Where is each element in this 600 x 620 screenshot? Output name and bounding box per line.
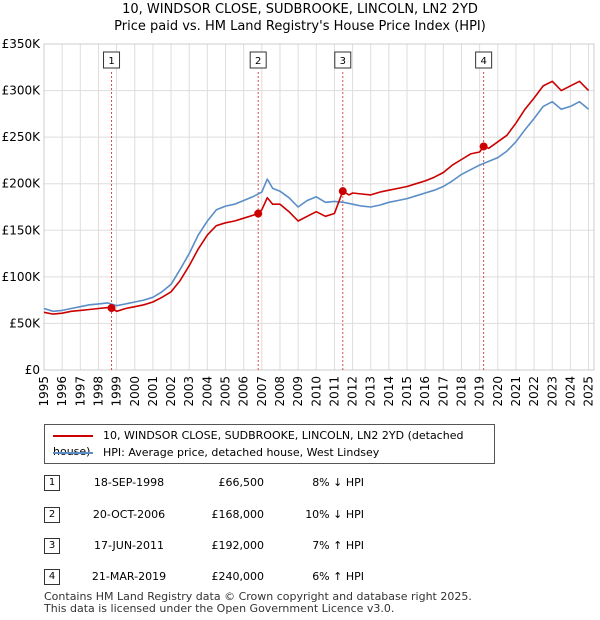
sale-marker-badge: 1 (103, 51, 121, 69)
x-tick-label: 2007 (255, 376, 269, 407)
x-tick-label: 2011 (327, 376, 341, 407)
series-line-hpi (43, 100, 590, 313)
legend-item-hpi: HPI: Average price, detached house, West… (53, 445, 379, 461)
y-tick-label: £0 (25, 363, 40, 377)
plot-border (43, 43, 595, 371)
y-tick-label: £300K (2, 84, 42, 98)
x-tick-label: 1997 (73, 376, 87, 407)
sale-point (107, 304, 116, 313)
x-tick-label: 2023 (545, 376, 559, 407)
chart-title: 10, WINDSOR CLOSE, SUDBROOKE, LINCOLN, L… (122, 2, 478, 17)
x-tick-label: 2021 (509, 376, 523, 407)
x-tick-label: 2009 (291, 376, 305, 407)
sale-point (338, 187, 347, 196)
sale-marker-box (475, 51, 493, 69)
y-tick-label: £200K (2, 177, 42, 191)
x-tick-label: 2017 (436, 376, 450, 407)
legend-item-property: 10, WINDSOR CLOSE, SUDBROOKE, LINCOLN, L… (53, 428, 494, 458)
y-tick-label: £50K (9, 316, 41, 330)
x-tick-label: 2014 (382, 376, 396, 407)
x-tick-label: 2020 (491, 376, 505, 407)
legend: 10, WINDSOR CLOSE, SUDBROOKE, LINCOLN, L… (44, 424, 495, 464)
chart-subtitle: Price paid vs. HM Land Registry's House … (114, 19, 486, 34)
x-tick-label: 2000 (128, 376, 142, 407)
marker-badge: 4 (44, 569, 60, 585)
x-tick-label: 2010 (309, 376, 323, 407)
sale-marker-label: 2 (255, 56, 261, 67)
y-tick-label: £350K (2, 37, 42, 51)
sale-marker-label: 4 (480, 56, 486, 67)
x-tick-label: 1995 (37, 376, 51, 407)
hpi-delta: 10% ↓ HPI (305, 508, 364, 521)
x-tick-label: 1996 (55, 376, 69, 407)
sale-date: 18-SEP-1998 (93, 476, 165, 489)
x-tick-label: 2001 (146, 376, 160, 407)
legend-label-hpi: HPI: Average price, detached house, West… (103, 446, 380, 459)
table-row: 4 21-MAR-2019 £240,000 6% ↑ HPI (44, 568, 584, 586)
hpi-delta: 8% ↓ HPI (312, 476, 364, 489)
marker-badge: 2 (44, 507, 60, 523)
x-tick-label: 1998 (91, 376, 105, 407)
x-tick-label: 2002 (164, 376, 178, 407)
marker-badge: 1 (44, 475, 60, 491)
sale-point (254, 209, 263, 218)
x-tick-label: 2022 (527, 376, 541, 407)
sale-marker-badge: 2 (249, 51, 267, 69)
sale-marker-box (334, 51, 352, 69)
x-tick-label: 2006 (237, 376, 251, 407)
x-tick-label: 2025 (582, 376, 596, 407)
footer-copyright: Contains HM Land Registry data © Crown c… (44, 590, 472, 603)
sale-price: £168,000 (211, 508, 265, 521)
table-row: 3 17-JUN-2011 £192,000 7% ↑ HPI (44, 537, 584, 555)
x-tick-label: 2013 (364, 376, 378, 407)
x-tick-label: 2012 (346, 376, 360, 407)
x-tick-label: 2003 (182, 376, 196, 407)
hpi-delta: 7% ↑ HPI (312, 539, 364, 552)
plot-area (44, 44, 594, 370)
hpi-delta: 6% ↑ HPI (312, 570, 364, 583)
sale-price: £240,000 (211, 570, 265, 583)
marker-badge: 3 (44, 538, 60, 554)
legend-swatch-property (53, 435, 93, 437)
sale-date: 17-JUN-2011 (93, 539, 165, 552)
price-chart: £0 £50K £100K £150K £200K £250K £300K £350K 1995… (2, 37, 596, 407)
x-tick-label: 2018 (454, 376, 468, 407)
legend-swatch-hpi (53, 452, 93, 454)
sale-marker-box (103, 51, 121, 69)
series-line-property (43, 80, 590, 315)
x-tick-label: 2016 (418, 376, 432, 407)
y-tick-label: £150K (2, 223, 42, 237)
y-tick-label: £250K (2, 130, 42, 144)
x-tick-label: 2024 (563, 376, 577, 407)
table-row: 1 18-SEP-1998 £66,500 8% ↓ HPI (44, 474, 584, 492)
sale-price: £192,000 (211, 539, 265, 552)
table-row: 2 20-OCT-2006 £168,000 10% ↓ HPI (44, 506, 584, 524)
sale-date: 20-OCT-2006 (92, 508, 166, 521)
x-tick-label: 2019 (473, 376, 487, 407)
y-tick-label: £100K (2, 270, 42, 284)
sale-price: £66,500 (218, 476, 265, 489)
sale-marker-badge: 3 (334, 51, 352, 69)
sale-point (479, 142, 488, 151)
x-tick-label: 2008 (273, 376, 287, 407)
legend-label-property: 10, WINDSOR CLOSE, SUDBROOKE, LINCOLN, L… (53, 429, 464, 458)
x-tick-label: 2005 (219, 376, 233, 407)
footer-license: This data is licensed under the Open Gov… (44, 602, 395, 615)
x-tick-label: 2004 (200, 376, 214, 407)
x-tick-label: 1999 (110, 376, 124, 407)
sale-date: 21-MAR-2019 (91, 570, 167, 583)
sale-marker-box (249, 51, 267, 69)
sale-marker-badge: 4 (475, 51, 493, 69)
sale-marker-label: 1 (108, 56, 114, 67)
x-tick-label: 2015 (400, 376, 414, 407)
sale-marker-label: 3 (340, 56, 346, 67)
